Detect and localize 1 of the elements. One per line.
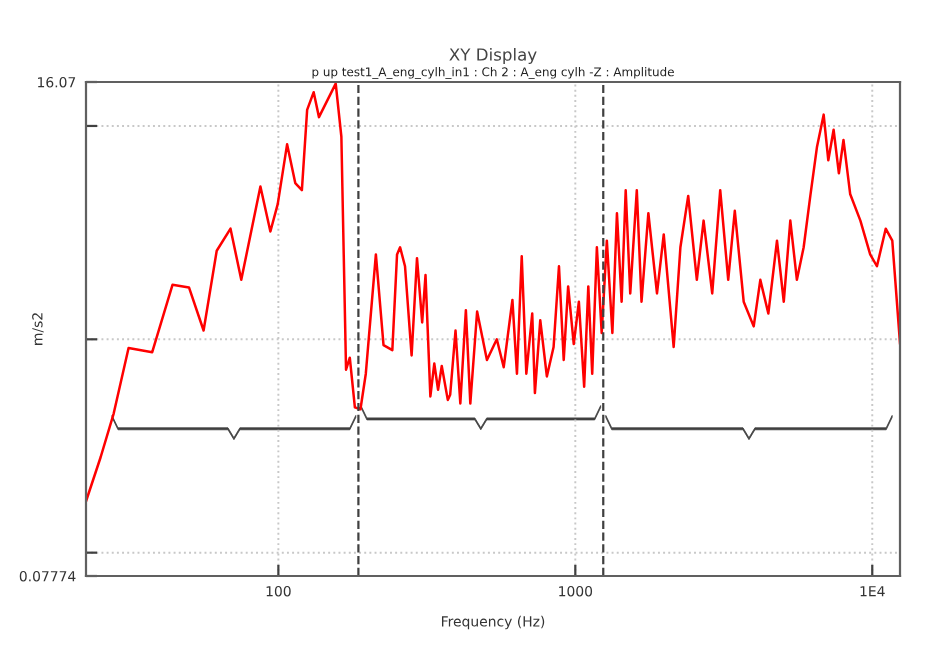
chart-title: XY Display	[449, 47, 537, 65]
